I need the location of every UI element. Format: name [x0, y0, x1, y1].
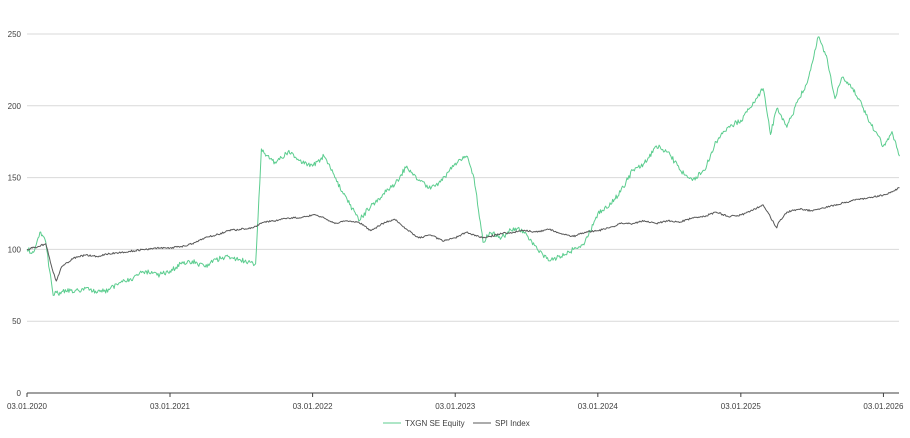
x-tick-label: 03.01.2024	[578, 402, 619, 411]
y-tick-label: 0	[17, 389, 22, 398]
legend-label: SPI Index	[495, 419, 530, 428]
x-axis: 03.01.2020 03.01.2021 03.01.2022 03.01.2023…	[7, 392, 904, 411]
x-tick-label: 03.01.2020	[7, 402, 48, 411]
y-tick-label: 250	[8, 30, 22, 39]
y-tick-label: 100	[8, 245, 22, 254]
legend: TXGN SE Equity SPI Index	[383, 419, 530, 428]
series-line-1	[26, 187, 900, 282]
y-tick-label: 50	[12, 317, 21, 326]
y-tick-label: 200	[8, 102, 22, 111]
legend-label: TXGN SE Equity	[405, 419, 465, 428]
y-axis-tick-labels: 0 50 100 150 200 250	[8, 30, 22, 398]
y-tick-label: 150	[8, 174, 22, 183]
x-tick-label: 03.01.2021	[150, 402, 191, 411]
x-tick-label: 03.01.2026	[863, 402, 904, 411]
series-line-0	[26, 36, 900, 296]
series-layer	[26, 36, 900, 296]
x-tick-label: 03.01.2023	[435, 402, 476, 411]
gridlines	[27, 33, 899, 322]
x-tick-label: 03.01.2022	[293, 402, 334, 411]
x-tick-label: 03.01.2025	[721, 402, 762, 411]
